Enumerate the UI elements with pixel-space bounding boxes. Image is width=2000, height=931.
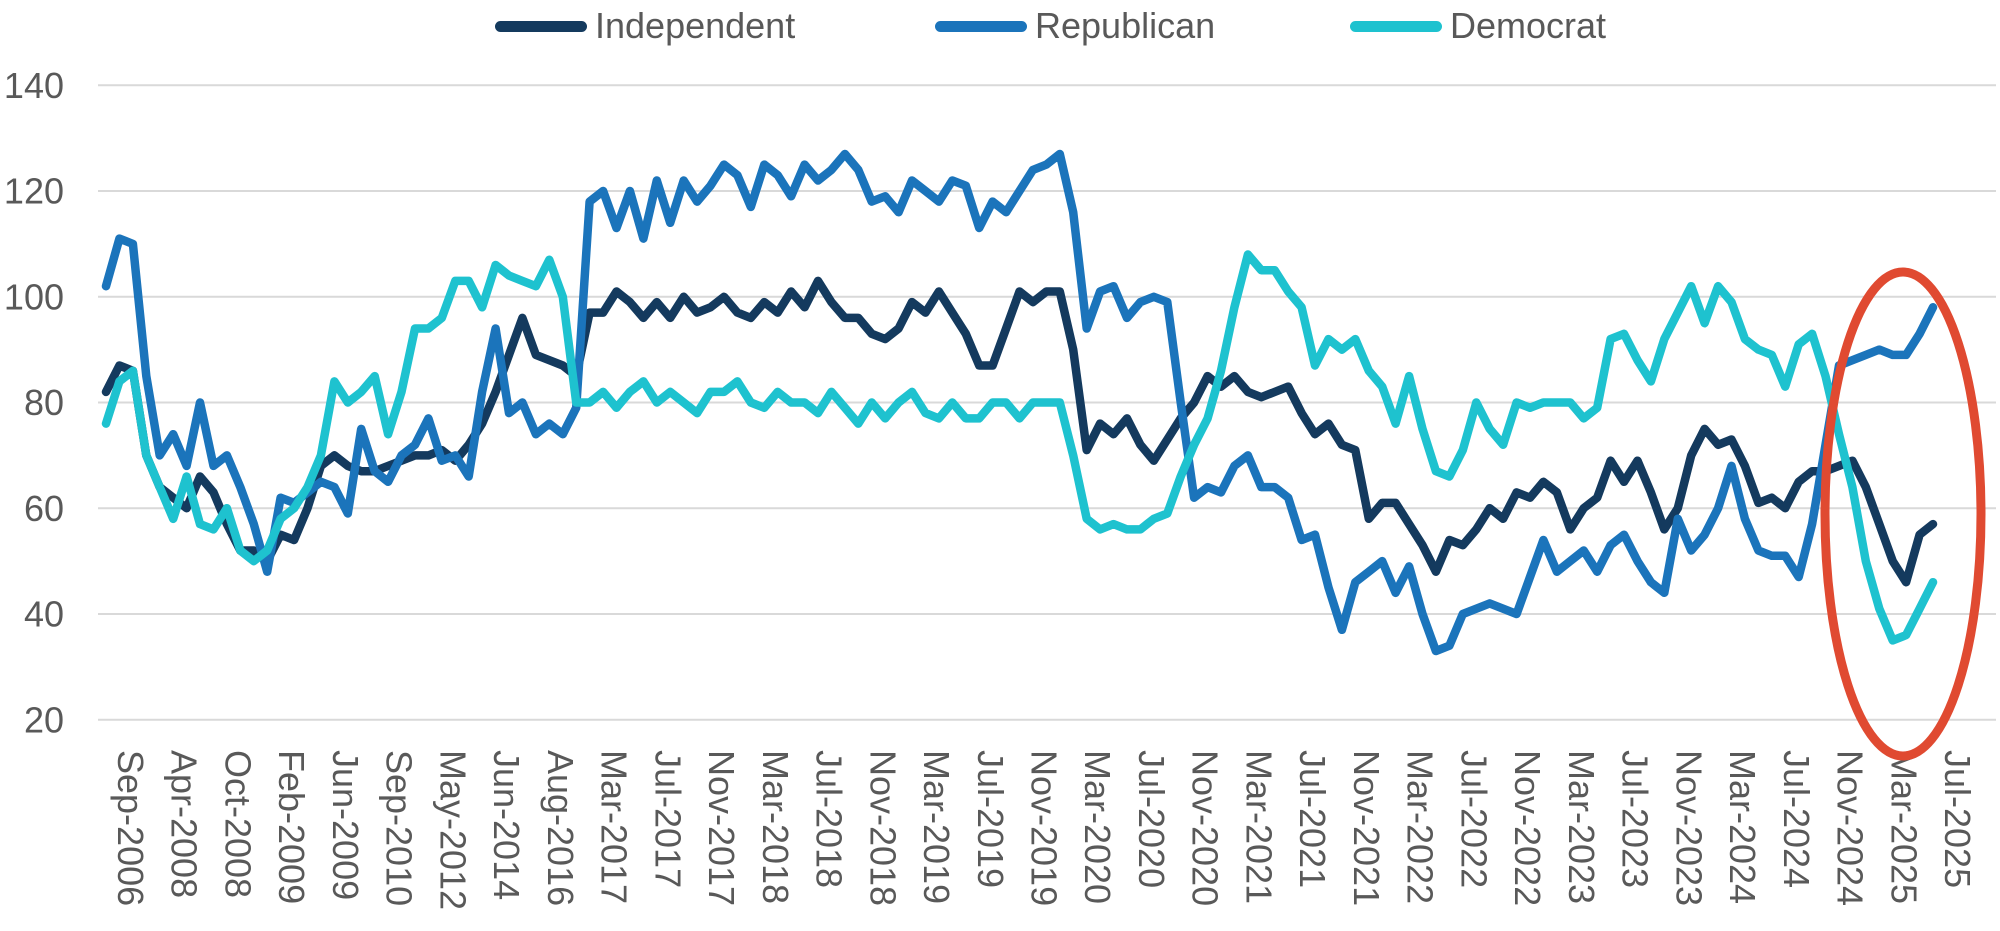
- x-axis-label-Aug-2016: Aug-2016: [540, 750, 581, 906]
- x-axis-label-Jun-2009: Jun-2009: [325, 750, 366, 900]
- y-axis-label-80: 80: [24, 382, 64, 423]
- x-axis-label-May-2012: May-2012: [432, 750, 473, 910]
- x-axis-label-Jul-2024: Jul-2024: [1776, 750, 1817, 888]
- chart-legend: Independent Republican Democrat: [0, 0, 2000, 46]
- x-axis-label-Nov-2023: Nov-2023: [1668, 750, 1709, 906]
- x-axis-label-Mar-2022: Mar-2022: [1400, 750, 1441, 904]
- x-axis-label-Jul-2018: Jul-2018: [809, 750, 850, 888]
- x-axis-label-Mar-2019: Mar-2019: [916, 750, 957, 904]
- x-axis-label-Nov-2024: Nov-2024: [1830, 750, 1871, 906]
- legend-item-republican: Republican: [935, 6, 1215, 46]
- x-axis-label-Oct-2008: Oct-2008: [217, 750, 258, 898]
- x-axis-label-Jul-2017: Jul-2017: [647, 750, 688, 888]
- x-axis-label-Nov-2022: Nov-2022: [1507, 750, 1548, 906]
- x-axis-label-Jul-2020: Jul-2020: [1131, 750, 1172, 888]
- series-line-republican: [101, 149, 1938, 656]
- y-axis-label-20: 20: [24, 699, 64, 740]
- x-axis-label-Sep-2010: Sep-2010: [379, 750, 420, 906]
- x-axis-label-Mar-2017: Mar-2017: [594, 750, 635, 904]
- x-axis-label-Nov-2019: Nov-2019: [1024, 750, 1065, 906]
- x-axis-label-Jul-2023: Jul-2023: [1615, 750, 1656, 888]
- legend-label-republican: Republican: [1035, 5, 1216, 46]
- x-axis-label-Mar-2021: Mar-2021: [1238, 750, 1279, 904]
- highlight-ellipse-annotation: [1820, 267, 1986, 761]
- x-axis-label-Sep-2006: Sep-2006: [110, 750, 151, 906]
- x-axis-label-Apr-2008: Apr-2008: [164, 750, 205, 898]
- legend-item-democrat: Democrat: [1350, 6, 1606, 46]
- x-axis-label-Jun-2014: Jun-2014: [486, 750, 527, 900]
- x-axis-label-Mar-2018: Mar-2018: [755, 750, 796, 904]
- legend-label-democrat: Democrat: [1450, 5, 1607, 46]
- y-axis-label-140: 140: [4, 65, 64, 106]
- x-axis-label-Jul-2021: Jul-2021: [1292, 750, 1333, 888]
- series-line-independent: [101, 276, 1938, 587]
- democrat-line-swatch-icon: [1350, 20, 1442, 32]
- y-axis-label-120: 120: [4, 171, 64, 212]
- legend-label-independent: Independent: [595, 5, 796, 46]
- x-axis-label-Nov-2018: Nov-2018: [862, 750, 903, 906]
- x-axis-label-Feb-2009: Feb-2009: [271, 750, 312, 904]
- x-axis-label-Nov-2021: Nov-2021: [1346, 750, 1387, 906]
- series-line-democrat: [101, 250, 1938, 645]
- x-axis-label-Mar-2020: Mar-2020: [1077, 750, 1118, 904]
- x-axis-label-Jul-2019: Jul-2019: [970, 750, 1011, 888]
- x-axis-label-Jul-2022: Jul-2022: [1453, 750, 1494, 888]
- x-axis-label-Mar-2023: Mar-2023: [1561, 750, 1602, 904]
- x-axis-label-Nov-2017: Nov-2017: [701, 750, 742, 906]
- x-axis-label-Mar-2024: Mar-2024: [1722, 750, 1763, 904]
- republican-line-swatch-icon: [935, 20, 1027, 32]
- y-axis-label-40: 40: [24, 594, 64, 635]
- x-axis-label-Jul-2025: Jul-2025: [1937, 750, 1978, 888]
- y-axis-label-60: 60: [24, 488, 64, 529]
- legend-item-independent: Independent: [495, 6, 795, 46]
- y-axis-label-100: 100: [4, 276, 64, 317]
- independent-line-swatch-icon: [495, 20, 587, 32]
- x-axis-label-Nov-2020: Nov-2020: [1185, 750, 1226, 906]
- x-axis-label-Mar-2025: Mar-2025: [1883, 750, 1924, 904]
